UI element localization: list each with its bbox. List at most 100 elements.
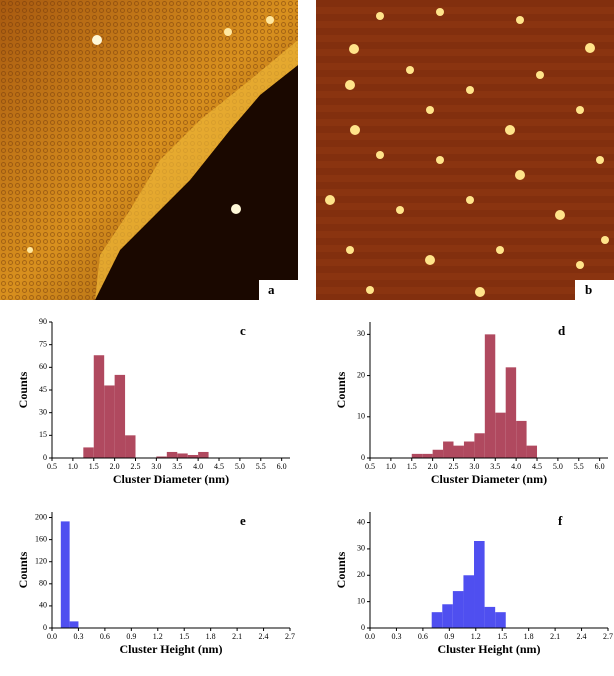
- x-tick-label: 2.5: [449, 462, 459, 471]
- x-tick-label: 1.5: [179, 632, 189, 641]
- y-tick-label: 30: [39, 407, 47, 416]
- x-tick-label: 5.5: [574, 462, 584, 471]
- x-tick-label: 2.4: [577, 632, 587, 641]
- bar: [177, 453, 188, 458]
- x-tick-label: 1.5: [407, 462, 417, 471]
- x-tick-label: 2.7: [603, 632, 613, 641]
- x-tick-label: 4.5: [532, 462, 542, 471]
- y-axis-label: Counts: [16, 371, 30, 408]
- y-tick-label: 10: [357, 596, 365, 605]
- y-tick-label: 40: [39, 601, 47, 610]
- x-tick-label: 2.7: [285, 632, 295, 641]
- bar: [104, 385, 115, 458]
- x-tick-label: 0.3: [73, 632, 83, 641]
- stm-image-b: [316, 0, 614, 300]
- y-tick-label: 80: [39, 579, 47, 588]
- x-tick-label: 5.0: [553, 462, 563, 471]
- bar: [526, 445, 538, 458]
- bar: [463, 441, 475, 458]
- bar: [443, 441, 454, 458]
- x-tick-label: 3.0: [151, 462, 161, 471]
- y-axis-label: Counts: [334, 371, 348, 408]
- label-box: [575, 280, 614, 300]
- y-tick-label: 60: [39, 362, 47, 371]
- panel-label: f: [558, 513, 563, 528]
- y-axis-label: Counts: [334, 551, 348, 588]
- bar: [166, 451, 178, 458]
- x-tick-label: 2.5: [131, 462, 141, 471]
- x-tick-label: 1.2: [153, 632, 163, 641]
- panel-label: c: [240, 323, 246, 338]
- y-tick-label: 160: [35, 534, 47, 543]
- x-tick-label: 3.0: [469, 462, 479, 471]
- bar: [60, 521, 70, 628]
- x-tick-label: 3.5: [172, 462, 182, 471]
- x-tick-label: 6.0: [277, 462, 287, 471]
- x-tick-label: 0.5: [365, 462, 375, 471]
- x-tick-label: 0.9: [126, 632, 136, 641]
- y-tick-label: 0: [361, 453, 365, 462]
- y-tick-label: 30: [357, 544, 365, 553]
- bar: [453, 445, 464, 458]
- y-tick-label: 0: [361, 623, 365, 632]
- bar: [516, 420, 527, 458]
- x-tick-label: 0.9: [444, 632, 454, 641]
- panel-label: d: [558, 323, 566, 338]
- y-tick-label: 10: [357, 412, 365, 421]
- x-tick-label: 0.5: [47, 462, 57, 471]
- x-tick-label: 3.5: [490, 462, 500, 471]
- x-tick-label: 2.1: [232, 632, 242, 641]
- panel-label: e: [240, 513, 246, 528]
- bar: [463, 575, 475, 628]
- x-tick-label: 0.0: [47, 632, 57, 641]
- bar: [474, 433, 485, 458]
- x-tick-label: 1.5: [497, 632, 507, 641]
- bar: [187, 454, 199, 458]
- x-axis-label: Cluster Diameter (nm): [113, 472, 229, 486]
- x-tick-label: 1.5: [89, 462, 99, 471]
- bar: [505, 367, 517, 458]
- x-tick-label: 2.1: [550, 632, 560, 641]
- x-tick-label: 0.6: [100, 632, 110, 641]
- x-axis-label: Cluster Height (nm): [437, 642, 540, 656]
- x-axis-label: Cluster Height (nm): [119, 642, 222, 656]
- bar: [198, 451, 209, 458]
- image-label: a: [268, 282, 275, 297]
- bar: [452, 591, 464, 628]
- bar: [156, 456, 167, 458]
- bar: [431, 612, 443, 628]
- bar: [69, 621, 79, 628]
- x-tick-label: 2.0: [110, 462, 120, 471]
- x-tick-label: 4.0: [193, 462, 203, 471]
- x-tick-label: 0.0: [365, 632, 375, 641]
- bar: [93, 355, 105, 458]
- y-tick-label: 0: [43, 453, 47, 462]
- y-tick-label: 120: [35, 557, 47, 566]
- bar: [495, 412, 506, 458]
- y-tick-label: 0: [43, 623, 47, 632]
- x-tick-label: 6.0: [595, 462, 605, 471]
- y-tick-label: 200: [35, 512, 47, 521]
- x-tick-label: 0.3: [391, 632, 401, 641]
- y-tick-label: 30: [357, 329, 365, 338]
- x-tick-label: 0.6: [418, 632, 428, 641]
- bar: [484, 334, 496, 458]
- y-tick-label: 90: [39, 317, 47, 326]
- x-tick-label: 4.5: [214, 462, 224, 471]
- y-axis-label: Counts: [16, 551, 30, 588]
- x-tick-label: 5.5: [256, 462, 266, 471]
- x-tick-label: 1.2: [471, 632, 481, 641]
- bar: [484, 606, 496, 628]
- bar: [125, 435, 136, 458]
- bar: [422, 453, 433, 458]
- image-label: b: [585, 282, 592, 297]
- x-tick-label: 2.0: [428, 462, 438, 471]
- bar: [495, 612, 506, 628]
- x-tick-label: 1.8: [206, 632, 216, 641]
- y-tick-label: 45: [39, 385, 47, 394]
- x-tick-label: 2.4: [259, 632, 269, 641]
- bar: [83, 447, 94, 458]
- bar: [411, 453, 423, 458]
- x-tick-label: 1.0: [68, 462, 78, 471]
